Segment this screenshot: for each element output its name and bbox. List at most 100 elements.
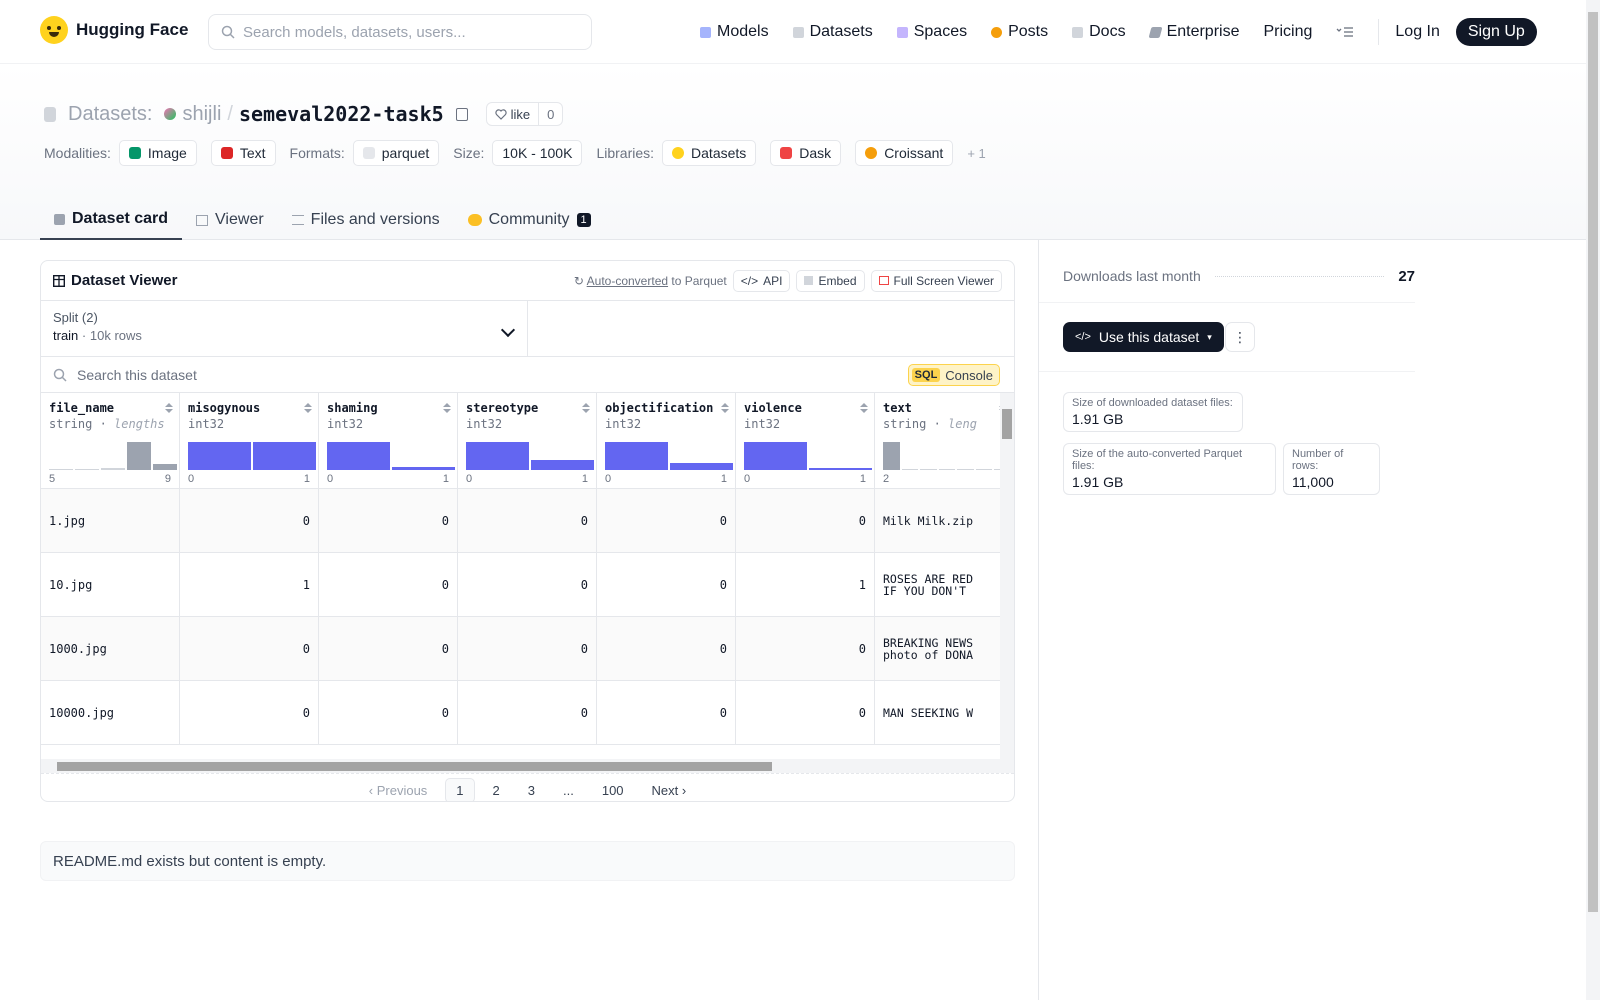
histogram-bar[interactable]: [670, 463, 733, 470]
tag-text[interactable]: Text: [210, 140, 276, 166]
table-cell[interactable]: 0: [319, 681, 458, 744]
table-cell[interactable]: 0: [736, 489, 875, 552]
tag-croissant[interactable]: Croissant: [855, 140, 954, 166]
table-cell[interactable]: 1.jpg: [41, 489, 180, 552]
histogram-bar[interactable]: [901, 468, 919, 470]
page-1[interactable]: 1: [445, 778, 475, 801]
page-scroll-thumb[interactable]: [1588, 12, 1598, 912]
like-button[interactable]: like 0: [485, 102, 564, 126]
table-cell[interactable]: 1000.jpg: [41, 617, 180, 680]
column-header-file-name[interactable]: file_name string · lengths 5 9: [41, 393, 180, 488]
histogram-bar[interactable]: [975, 468, 993, 470]
tab-community[interactable]: Community 1: [454, 200, 605, 240]
table-cell[interactable]: 0: [597, 617, 736, 680]
table-cell[interactable]: BREAKING NEWS photo of DONA: [875, 617, 1014, 680]
tag-dask[interactable]: Dask: [770, 140, 842, 166]
page-100[interactable]: 100: [601, 783, 624, 798]
histogram-bar[interactable]: [938, 468, 956, 470]
histogram-bar[interactable]: [188, 442, 251, 470]
tab-viewer[interactable]: Viewer: [182, 200, 278, 240]
embed-button[interactable]: Embed: [796, 269, 865, 292]
vertical-scrollbar[interactable]: [1000, 393, 1014, 759]
table-cell[interactable]: 0: [319, 553, 458, 616]
page-scrollbar[interactable]: [1586, 0, 1600, 1000]
sort-icon[interactable]: [721, 403, 729, 415]
tag-image[interactable]: Image: [118, 140, 197, 166]
nav-pricing[interactable]: Pricing: [1263, 23, 1312, 41]
column-header-shaming[interactable]: shaming int32 0 1: [319, 393, 458, 488]
split-select[interactable]: Split (2) train · 10k rows: [41, 301, 528, 356]
table-cell[interactable]: 0: [180, 489, 319, 552]
page-3[interactable]: 3: [527, 783, 535, 798]
dataset-search[interactable]: SQL Console: [41, 357, 1014, 393]
histogram-bar[interactable]: [809, 467, 872, 470]
table-cell[interactable]: 0: [458, 489, 597, 552]
histogram-bar[interactable]: [101, 467, 125, 470]
dataset-search-input[interactable]: [77, 366, 677, 383]
tag-datasets[interactable]: Datasets: [662, 140, 757, 166]
histogram-bar[interactable]: [605, 442, 668, 470]
nav-spaces[interactable]: Spaces: [896, 23, 967, 41]
table-cell[interactable]: 0: [458, 553, 597, 616]
nav-models[interactable]: Models: [700, 23, 769, 41]
histogram-bar[interactable]: [75, 468, 99, 470]
sort-icon[interactable]: [443, 403, 451, 415]
histogram-bar[interactable]: [327, 442, 390, 470]
table-cell[interactable]: 0: [319, 617, 458, 680]
table-cell[interactable]: ROSES ARE RED IF YOU DON'T: [875, 553, 1014, 616]
table-cell[interactable]: 0: [597, 489, 736, 552]
page-2[interactable]: 2: [492, 783, 500, 798]
table-cell[interactable]: 0: [180, 681, 319, 744]
histogram-bar[interactable]: [744, 442, 807, 470]
horizontal-scroll-thumb[interactable]: [57, 762, 772, 771]
global-search-input[interactable]: [243, 23, 573, 41]
copy-icon[interactable]: [455, 107, 468, 121]
column-header-text[interactable]: text string · leng 2: [875, 393, 1014, 488]
table-cell[interactable]: 10000.jpg: [41, 681, 180, 744]
tag-size[interactable]: 10K - 100K: [492, 140, 583, 166]
sort-icon[interactable]: [304, 403, 312, 415]
nav-docs[interactable]: Docs: [1072, 23, 1126, 41]
column-header-objectification[interactable]: objectification int32 0 1: [597, 393, 736, 488]
repo-owner[interactable]: shijli: [182, 102, 222, 125]
auto-converted-note[interactable]: ↻ Auto-converted to Parquet: [573, 273, 727, 288]
sql-console-button[interactable]: SQL Console: [907, 364, 1000, 386]
use-dataset-button[interactable]: </> Use this dataset ▾: [1063, 322, 1224, 352]
histogram-bar[interactable]: [883, 442, 900, 470]
table-row[interactable]: 1000.jpg 0 0 0 0 0 BREAKING NEWS photo of DONA: [41, 617, 1014, 681]
table-cell[interactable]: 0: [180, 617, 319, 680]
histogram-bar[interactable]: [466, 442, 529, 470]
table-row[interactable]: 1.jpg 0 0 0 0 0 Milk Milk.zip: [41, 489, 1014, 553]
tab-dataset-card[interactable]: Dataset card: [40, 200, 183, 240]
table-cell[interactable]: 1: [180, 553, 319, 616]
table-cell[interactable]: 0: [736, 681, 875, 744]
column-header-violence[interactable]: violence int32 0 1: [736, 393, 875, 488]
vertical-scroll-thumb[interactable]: [1002, 409, 1012, 439]
table-cell[interactable]: 0: [597, 681, 736, 744]
next-page-button[interactable]: Next ›: [651, 783, 687, 798]
signup-button[interactable]: Sign Up: [1455, 18, 1537, 46]
histogram-bar[interactable]: [392, 466, 455, 470]
tab-files[interactable]: Files and versions: [278, 200, 454, 240]
fullscreen-button[interactable]: Full Screen Viewer: [870, 269, 1002, 292]
sort-icon[interactable]: [165, 403, 173, 415]
auto-converted-link[interactable]: Auto-converted: [586, 273, 669, 288]
tag-parquet[interactable]: parquet: [352, 140, 440, 166]
table-row[interactable]: 10000.jpg 0 0 0 0 0 MAN SEEKING W: [41, 681, 1014, 745]
histogram-bar[interactable]: [153, 464, 177, 470]
column-header-misogynous[interactable]: misogynous int32 0 1: [180, 393, 319, 488]
histogram-bar[interactable]: [127, 442, 151, 470]
sort-icon[interactable]: [860, 403, 868, 415]
table-cell[interactable]: Milk Milk.zip: [875, 489, 1014, 552]
nav-more-menu[interactable]: [1336, 26, 1354, 38]
table-cell[interactable]: 0: [319, 489, 458, 552]
histogram-bar[interactable]: [253, 442, 316, 470]
nav-posts[interactable]: Posts: [991, 23, 1048, 41]
table-row[interactable]: 10.jpg 1 0 0 0 1 ROSES ARE RED IF YOU DON'T: [41, 553, 1014, 617]
nav-datasets[interactable]: Datasets: [792, 23, 873, 41]
histogram-bar[interactable]: [49, 468, 73, 470]
nav-enterprise[interactable]: Enterprise: [1148, 23, 1239, 41]
repo-name[interactable]: semeval2022-task5: [238, 102, 444, 126]
hf-logo[interactable]: Hugging Face: [40, 16, 188, 44]
table-cell[interactable]: 0: [597, 553, 736, 616]
